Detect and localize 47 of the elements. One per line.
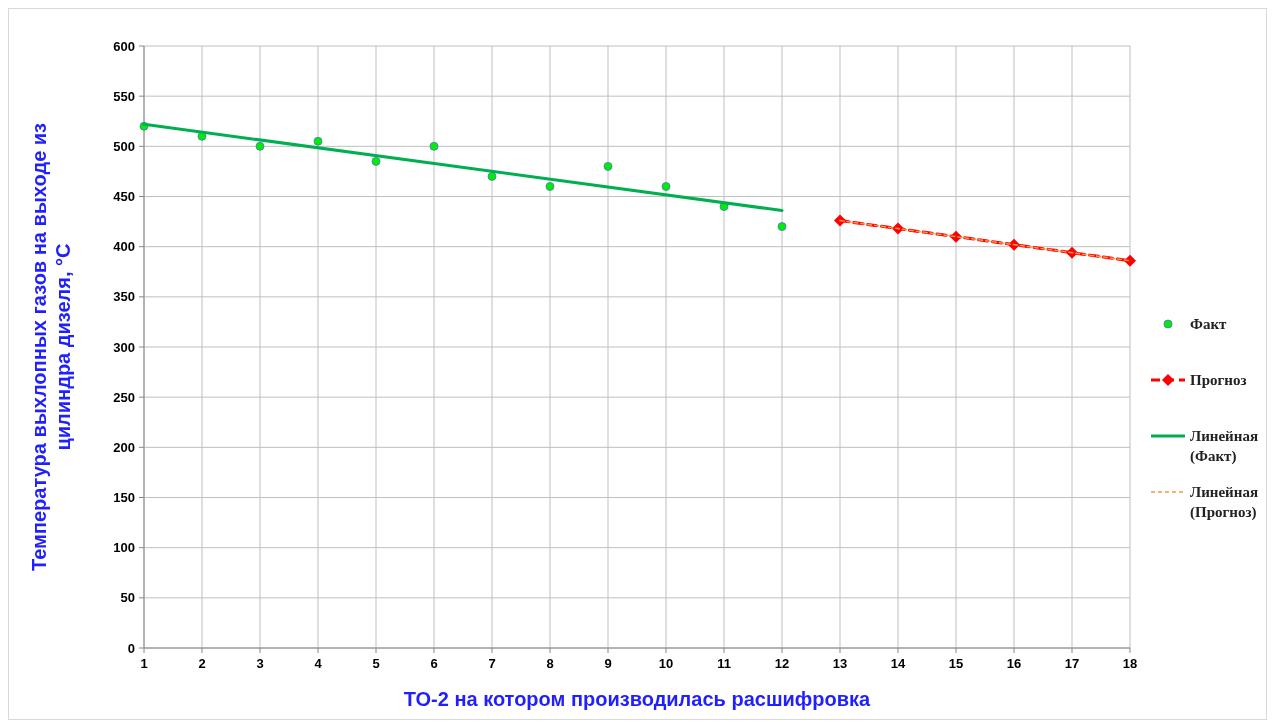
point bbox=[545, 182, 555, 191]
y-tick-label: 300 bbox=[113, 339, 135, 355]
y-tick-label: 100 bbox=[113, 540, 135, 556]
point bbox=[603, 162, 613, 171]
point bbox=[313, 136, 323, 146]
x-tick-label: 8 bbox=[546, 656, 554, 671]
x-tick-label: 4 bbox=[314, 656, 323, 671]
x-tick-label: 13 bbox=[832, 656, 848, 671]
point bbox=[777, 222, 787, 231]
x-tick-label: 15 bbox=[948, 656, 964, 671]
x-tick-label: 12 bbox=[774, 656, 790, 671]
y-axis-title: Температура выхлопных газов на выходе из цилиндра дизеля, °C bbox=[28, 122, 74, 572]
y-tick-label: 250 bbox=[113, 389, 135, 405]
y-tick-label: 200 bbox=[113, 439, 135, 455]
y-tick-label: 50 bbox=[120, 590, 135, 606]
legend-label: Линейная (Факт) bbox=[1190, 428, 1259, 466]
point bbox=[429, 141, 439, 151]
point bbox=[487, 172, 497, 181]
x-axis-title: ТО-2 на котором производилась расшифровка bbox=[403, 688, 872, 710]
x-tick-label: 5 bbox=[372, 656, 380, 671]
x-tick-label: 6 bbox=[430, 656, 438, 671]
x-tick-label: 7 bbox=[488, 656, 496, 671]
y-tick-label: 500 bbox=[113, 138, 135, 154]
y-tick-label: 600 bbox=[113, 38, 135, 54]
x-tick-label: 3 bbox=[256, 656, 264, 671]
legend-label: Прогноз bbox=[1190, 372, 1247, 389]
x-tick-label: 16 bbox=[1006, 656, 1022, 671]
y-tick-label: 550 bbox=[113, 88, 135, 104]
legend-label: Факт bbox=[1190, 316, 1228, 333]
x-tick-label: 1 bbox=[140, 656, 148, 671]
point bbox=[255, 141, 265, 151]
point bbox=[1124, 254, 1136, 267]
y-tick-label: 400 bbox=[113, 239, 135, 255]
y-tick-label: 0 bbox=[127, 640, 135, 656]
x-tick-label: 2 bbox=[198, 656, 206, 671]
x-tick-label: 17 bbox=[1064, 656, 1080, 671]
x-tick-label: 10 bbox=[658, 656, 674, 671]
point bbox=[371, 156, 381, 166]
point bbox=[661, 182, 671, 191]
y-tick-label: 150 bbox=[113, 490, 135, 506]
legend-label: Линейная (Прогноз) bbox=[1190, 484, 1259, 522]
y-tick-label: 450 bbox=[113, 189, 135, 205]
x-tick-label: 14 bbox=[890, 656, 906, 671]
y-tick-label: 350 bbox=[113, 289, 135, 305]
x-tick-label: 11 bbox=[717, 656, 731, 671]
x-tick-label: 9 bbox=[604, 656, 612, 671]
x-tick-label: 18 bbox=[1122, 656, 1138, 671]
